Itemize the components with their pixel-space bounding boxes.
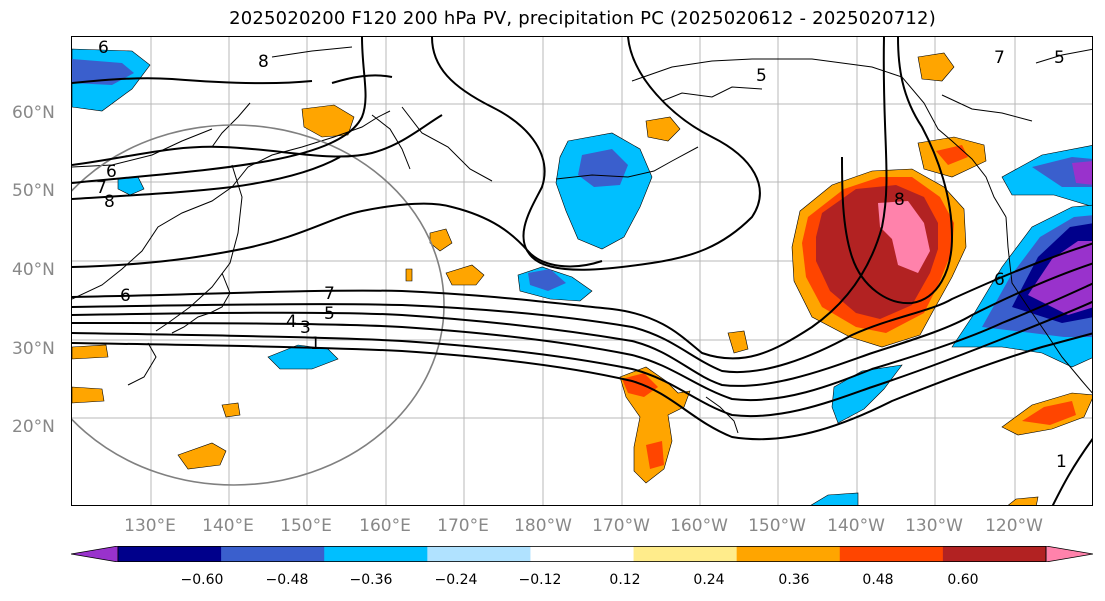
contour-label: 6 [994,270,1005,290]
colorbar-tick: −0.60 [180,572,224,588]
colorbar-tick: 0.24 [693,572,725,588]
map-canvas: 6 8 5 6 7 8 6 7 5 4 3 1 8 6 7 1 5 [72,37,1092,505]
colorbar-tick: −0.48 [265,572,309,588]
contour-label: 7 [324,284,335,304]
contour-label: 5 [324,304,335,324]
colorbar-extend-max [1045,546,1093,562]
colorbar-tick: 0.36 [778,572,810,588]
contour-label: 8 [104,192,115,212]
lon-label: 120°W [985,516,1043,536]
contour-label: 8 [258,52,269,72]
contour-label: 6 [106,162,117,182]
figure-title: 2025020200 F120 200 hPa PV, precipitatio… [229,8,936,29]
colorbar-extend-min [71,546,119,562]
map-panel: 6 8 5 6 7 8 6 7 5 4 3 1 8 6 7 1 5 [71,36,1093,506]
colorbar-segment [530,546,635,562]
colorbar-tick: 0.48 [862,572,894,588]
lat-label: 40°N [12,260,55,280]
colorbar-segment [118,546,222,562]
colorbar-segment [633,546,738,562]
contour-labels: 6 8 5 6 7 8 6 7 5 4 3 1 8 6 7 1 5 [96,38,1067,472]
lon-label: 160°W [670,516,728,536]
colorbar-tick: 0.60 [947,572,979,588]
contour-label: 6 [98,38,109,58]
lon-label: 160°E [359,516,411,536]
colorbar [71,546,1093,562]
contour-label: 1 [1056,452,1067,472]
colorbar-tick: −0.12 [518,572,562,588]
lon-label: 170°E [437,516,489,536]
lon-label: 150°E [280,516,332,536]
range-ring [72,124,445,486]
colorbar-segments [71,546,1093,562]
lon-label: 130°W [905,516,963,536]
lat-label: 60°N [12,103,55,123]
contour-label: 7 [994,48,1005,68]
lat-label: 30°N [12,339,55,359]
colorbar-segment [736,546,841,562]
lon-label: 180°W [514,516,572,536]
contour-label: 3 [300,318,311,338]
colorbar-tick: −0.36 [349,572,393,588]
lon-label: 140°E [202,516,254,536]
contour-label: 5 [1054,48,1065,68]
lat-label: 20°N [12,417,55,437]
contour-label: 5 [756,66,767,86]
colorbar-segment [221,546,325,562]
colorbar-segment [324,546,428,562]
colorbar-tick: 0.12 [609,572,641,588]
lon-label: 140°W [827,516,885,536]
colorbar-segment [839,546,944,562]
colorbar-outline [117,546,1047,562]
lon-label: 150°W [748,516,806,536]
lon-label: 170°W [592,516,650,536]
lat-label: 50°N [12,181,55,201]
lon-label: 130°E [124,516,176,536]
contour-label: 6 [120,286,131,306]
colorbar-segment [427,546,531,562]
pv-contours [72,37,1092,505]
contour-label: 8 [894,190,905,210]
contour-label: 1 [310,334,321,354]
contour-label: 7 [96,178,107,198]
colorbar-tick: −0.24 [434,572,478,588]
precip-shading [72,48,1092,505]
graticule [72,37,1092,505]
colorbar-segment [942,546,1047,562]
contour-label: 4 [286,312,297,332]
